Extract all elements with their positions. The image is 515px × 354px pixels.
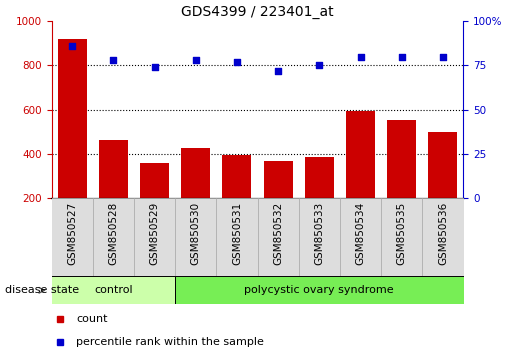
Text: disease state: disease state — [5, 285, 79, 295]
Text: GSM850535: GSM850535 — [397, 202, 407, 266]
Bar — [222, 155, 251, 198]
Title: GDS4399 / 223401_at: GDS4399 / 223401_at — [181, 5, 334, 19]
Point — [356, 54, 365, 59]
Bar — [258, 198, 299, 276]
Bar — [216, 198, 258, 276]
Text: GSM850534: GSM850534 — [355, 202, 366, 266]
Bar — [181, 148, 210, 198]
Point — [68, 43, 76, 49]
Bar — [422, 198, 464, 276]
Bar — [381, 198, 422, 276]
Bar — [175, 276, 464, 304]
Bar — [346, 111, 375, 198]
Text: GSM850527: GSM850527 — [67, 202, 77, 266]
Bar — [340, 198, 381, 276]
Bar — [264, 161, 293, 198]
Point — [150, 64, 159, 70]
Text: count: count — [76, 314, 108, 325]
Bar — [134, 198, 175, 276]
Text: GSM850532: GSM850532 — [273, 202, 283, 266]
Bar — [299, 198, 340, 276]
Bar — [93, 198, 134, 276]
Text: GSM850531: GSM850531 — [232, 202, 242, 266]
Text: polycystic ovary syndrome: polycystic ovary syndrome — [245, 285, 394, 295]
Point — [233, 59, 241, 65]
Text: control: control — [94, 285, 133, 295]
Bar — [99, 139, 128, 198]
Text: percentile rank within the sample: percentile rank within the sample — [76, 337, 264, 348]
Point — [192, 57, 200, 63]
Bar — [140, 163, 169, 198]
Point — [274, 68, 282, 74]
Point — [439, 54, 447, 59]
Text: GSM850528: GSM850528 — [108, 202, 118, 266]
Point — [109, 57, 117, 63]
Bar — [175, 198, 216, 276]
Text: GSM850536: GSM850536 — [438, 202, 448, 266]
Bar — [52, 276, 175, 304]
Text: GSM850533: GSM850533 — [314, 202, 324, 266]
Bar — [387, 120, 416, 198]
Bar — [305, 157, 334, 198]
Bar — [52, 198, 93, 276]
Point — [398, 54, 406, 59]
Text: GSM850529: GSM850529 — [149, 202, 160, 266]
Bar — [428, 132, 457, 198]
Point — [315, 63, 323, 68]
Bar — [58, 39, 87, 198]
Text: GSM850530: GSM850530 — [191, 202, 201, 265]
